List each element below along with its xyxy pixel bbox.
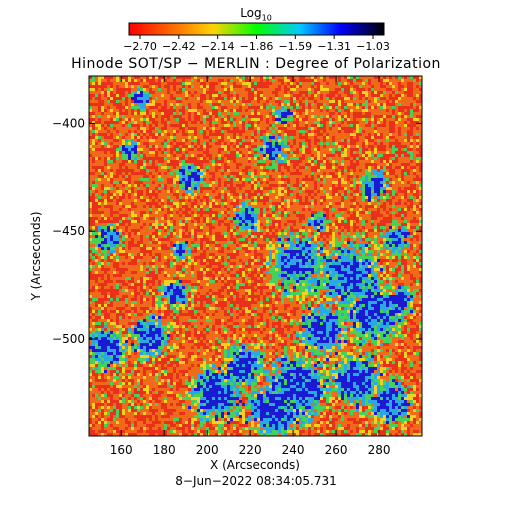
x-tick-label: 240 bbox=[282, 443, 305, 457]
figure-title: Hinode SOT/SP − MERLIN : Degree of Polar… bbox=[71, 56, 441, 72]
timestamp: 8−Jun−2022 08:34:05.731 bbox=[175, 474, 337, 488]
x-tick-label: 180 bbox=[153, 443, 176, 457]
colorbar-tick-label: −1.59 bbox=[278, 40, 312, 53]
y-tick-label: −450 bbox=[52, 224, 85, 238]
x-tick-label: 220 bbox=[239, 443, 262, 457]
colorbar bbox=[128, 22, 385, 36]
colorbar-tick-label: −2.42 bbox=[162, 40, 196, 53]
y-axis-label: Y (Arcseconds) bbox=[29, 211, 43, 301]
x-axis-label: X (Arcseconds) bbox=[210, 458, 300, 472]
colorbar-tick-label: −2.70 bbox=[123, 40, 157, 53]
y-tick-label: −400 bbox=[52, 116, 85, 130]
colorbar-title-sub: 10 bbox=[261, 13, 272, 23]
colorbar-tick-label: −2.14 bbox=[201, 40, 235, 53]
colorbar-title: Log10 bbox=[0, 6, 512, 22]
colorbar-ticks: −2.70 −2.42 −2.14 −1.86 −1.59 −1.31 −1.03 bbox=[123, 35, 390, 53]
x-tick-label: 200 bbox=[196, 443, 219, 457]
map-frame bbox=[88, 75, 423, 437]
colorbar-tick-label: −1.03 bbox=[356, 40, 390, 53]
y-tick-label: −500 bbox=[52, 332, 85, 346]
colorbar-tick-label: −1.86 bbox=[240, 40, 274, 53]
polarization-map bbox=[89, 76, 422, 436]
colorbar-title-main: Log bbox=[240, 6, 262, 20]
x-tick-label: 280 bbox=[368, 443, 391, 457]
x-tick-label: 260 bbox=[325, 443, 348, 457]
axis-ticks: 160 180 200 220 240 260 280 −400 −450 −500 bbox=[52, 76, 422, 457]
colorbar-tick-label: −1.31 bbox=[317, 40, 351, 53]
x-tick-label: 160 bbox=[110, 443, 133, 457]
